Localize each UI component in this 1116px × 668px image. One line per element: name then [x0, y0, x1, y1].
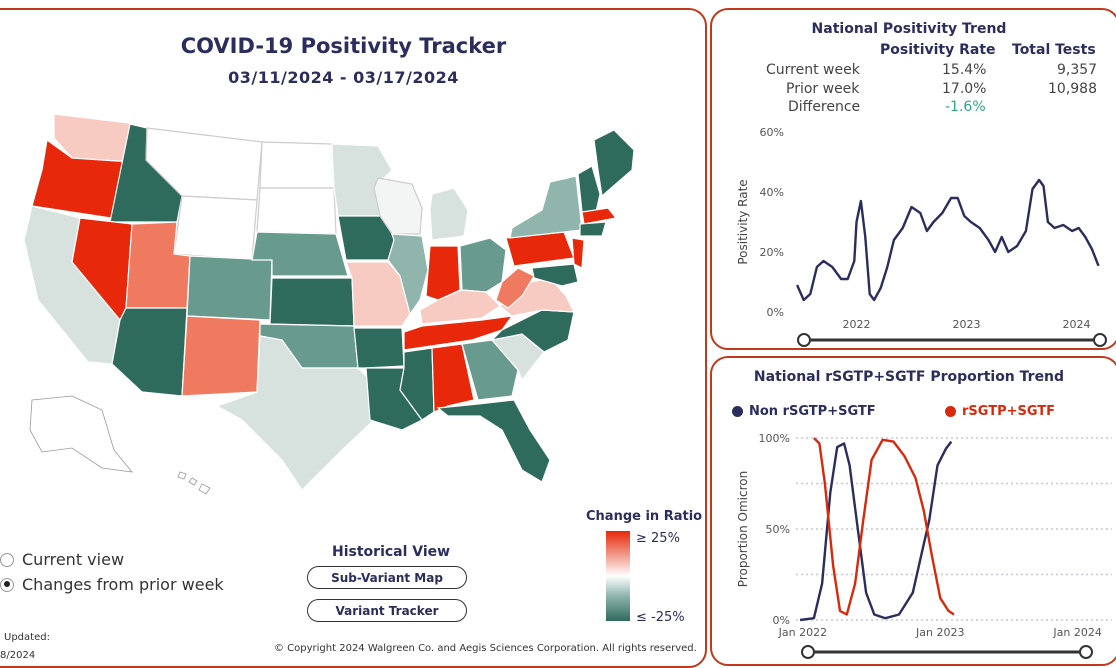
range-slider-handle-end[interactable] — [1079, 645, 1093, 659]
state-nh-vt — [577, 165, 601, 213]
row-tests-current: 9,357 — [1057, 62, 1098, 78]
state-il — [387, 233, 429, 316]
updated-label: Updated: — [4, 632, 50, 643]
row-rate-prior: 17.0% — [942, 81, 987, 97]
page-title: COVID-19 Positivity Tracker — [180, 34, 507, 58]
legend-sgtf-label: rSGTP+SGTF — [962, 404, 1056, 419]
state-ar — [353, 327, 405, 369]
state-mo — [345, 261, 411, 327]
view-option-current-label: Current view — [22, 550, 125, 569]
row-tests-prior: 10,988 — [1048, 81, 1097, 97]
state-wv — [495, 267, 535, 309]
map-panel: COVID-19 Positivity Tracker 03/11/2024 -… — [0, 8, 707, 668]
y-tick-label: 0% — [767, 306, 784, 319]
state-nd — [259, 141, 335, 189]
row-rate-current: 15.4% — [942, 62, 987, 78]
row-label-prior: Prior week — [786, 81, 860, 97]
y-axis-title: Proportion Omicron — [736, 471, 750, 587]
state-ga — [461, 339, 519, 401]
date-range: 03/11/2024 - 03/17/2024 — [228, 68, 459, 87]
updated-value: 8/2024 — [0, 650, 36, 661]
non-sgtf-line — [799, 440, 953, 622]
state-tx — [215, 335, 375, 491]
state-ks — [269, 277, 355, 327]
legend-sgtf-dot — [945, 406, 956, 417]
state-hi — [177, 471, 211, 495]
sub-variant-map-button[interactable]: Sub-Variant Map — [307, 566, 467, 589]
radio-current-icon[interactable] — [0, 552, 14, 567]
range-slider-handle-start[interactable] — [797, 333, 811, 347]
state-fl — [436, 399, 551, 483]
legend-gradient — [606, 531, 630, 621]
state-wi — [373, 177, 423, 235]
state-md — [531, 263, 579, 287]
state-nj — [571, 237, 585, 269]
row-rate-difference: -1.6% — [945, 99, 986, 115]
legend-non-sgtf[interactable]: Non rSGTP+SGTF — [732, 404, 876, 419]
historical-view-title: Historical View — [332, 544, 451, 560]
state-ne — [251, 231, 349, 277]
state-ct — [579, 221, 607, 237]
state-oh — [459, 237, 507, 293]
variant-tracker-button[interactable]: Variant Tracker — [307, 599, 467, 622]
x-tick-label: 2023 — [953, 318, 981, 331]
y-tick-label: 20% — [760, 246, 784, 259]
state-ky — [419, 289, 501, 325]
view-option-current[interactable]: Current view — [0, 550, 124, 569]
state-nm — [181, 315, 261, 397]
legend-min-label: ≤ -25% — [636, 610, 685, 625]
state-ma — [581, 207, 618, 225]
range-slider-handle-end[interactable] — [1093, 333, 1107, 347]
state-ak — [29, 395, 133, 473]
y-axis-title: Positivity Rate — [736, 179, 750, 264]
state-sd — [256, 187, 337, 235]
state-mi — [429, 187, 469, 241]
x-tick-label: 2022 — [843, 318, 871, 331]
x-tick-label: Jan 2022 — [778, 626, 827, 639]
x-tick-label: Jan 2023 — [915, 626, 964, 639]
positivity-trend-chart: Positivity Rate 0% 20% 40% 60% 2022 2023 2024 — [736, 126, 1107, 347]
range-slider-handle-start[interactable] — [801, 645, 815, 659]
sgtf-panel-title: National rSGTP+SGTF Proportion Trend — [753, 369, 1065, 385]
sgtf-line — [813, 437, 955, 616]
positivity-line — [796, 178, 1100, 302]
header-total-tests: Total Tests — [1012, 42, 1096, 58]
us-map — [23, 113, 635, 495]
state-wy — [173, 195, 258, 261]
y-tick-label: 50% — [766, 523, 790, 536]
radio-changes-icon[interactable] — [0, 577, 14, 592]
legend-title: Change in Ratio — [586, 509, 703, 524]
state-al — [431, 343, 475, 413]
row-label-current: Current week — [766, 62, 860, 78]
positivity-trend-panel: National Positivity Trend Positivity Rat… — [710, 8, 1116, 350]
y-tick-label: 60% — [760, 126, 784, 139]
x-tick-label: 2024 — [1063, 318, 1091, 331]
state-co — [186, 255, 273, 321]
copyright-text: © Copyright 2024 Walgreen Co. and Aegis … — [274, 643, 697, 654]
view-option-changes[interactable]: Changes from prior week — [0, 575, 224, 594]
sgtf-trend-chart: Proportion Omicron 0% 50% 100% Jan 2022 Jan 2… — [736, 432, 1112, 659]
legend-sgtf[interactable]: rSGTP+SGTF — [945, 404, 1055, 419]
state-az — [111, 307, 188, 397]
y-tick-label: 100% — [759, 432, 790, 445]
y-tick-label: 0% — [773, 614, 790, 627]
state-in — [425, 245, 461, 301]
view-option-changes-label: Changes from prior week — [22, 575, 224, 594]
state-tn — [403, 315, 514, 351]
header-positivity-rate: Positivity Rate — [880, 42, 996, 58]
legend-max-label: ≥ 25% — [636, 531, 680, 546]
legend-non-sgtf-dot — [732, 406, 743, 417]
row-label-difference: Difference — [788, 99, 861, 115]
sgtf-trend-panel: National rSGTP+SGTF Proportion Trend Non… — [710, 356, 1116, 666]
trend-panel-title: National Positivity Trend — [811, 21, 1007, 37]
state-ny — [509, 175, 583, 239]
legend-non-sgtf-label: Non rSGTP+SGTF — [749, 404, 876, 419]
y-tick-label: 40% — [760, 186, 784, 199]
state-me — [593, 129, 635, 198]
x-tick-label: Jan 2024 — [1052, 626, 1101, 639]
